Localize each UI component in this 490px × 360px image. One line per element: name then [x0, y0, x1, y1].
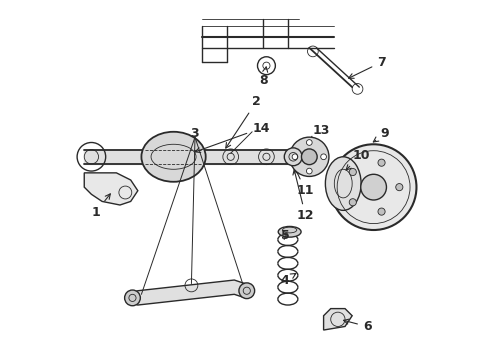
- Polygon shape: [323, 309, 352, 330]
- Circle shape: [292, 154, 298, 159]
- Text: 7: 7: [349, 56, 386, 78]
- Text: 14: 14: [195, 122, 270, 153]
- Text: 12: 12: [293, 170, 314, 222]
- Text: 6: 6: [343, 319, 371, 333]
- Text: 3: 3: [191, 127, 199, 140]
- Text: 9: 9: [373, 127, 390, 142]
- Circle shape: [331, 144, 416, 230]
- Circle shape: [284, 148, 302, 166]
- Circle shape: [396, 184, 403, 191]
- Circle shape: [124, 290, 140, 306]
- Circle shape: [378, 208, 385, 215]
- Circle shape: [239, 283, 255, 298]
- Text: 8: 8: [259, 67, 268, 86]
- Text: 2: 2: [226, 95, 261, 148]
- Circle shape: [361, 174, 387, 200]
- Text: 11: 11: [294, 167, 314, 197]
- Polygon shape: [84, 173, 138, 205]
- Circle shape: [306, 168, 312, 174]
- Circle shape: [301, 149, 317, 165]
- Circle shape: [349, 199, 356, 206]
- Text: 4: 4: [281, 274, 296, 287]
- Circle shape: [290, 137, 329, 176]
- Ellipse shape: [278, 226, 301, 237]
- Ellipse shape: [142, 132, 206, 182]
- Circle shape: [321, 154, 326, 159]
- Text: 5: 5: [281, 229, 290, 242]
- Circle shape: [378, 159, 385, 166]
- Text: 13: 13: [310, 123, 330, 142]
- Circle shape: [349, 168, 356, 176]
- Text: 1: 1: [92, 194, 110, 219]
- Polygon shape: [127, 280, 252, 305]
- Circle shape: [306, 140, 312, 145]
- Text: 10: 10: [346, 149, 369, 170]
- Ellipse shape: [325, 157, 361, 210]
